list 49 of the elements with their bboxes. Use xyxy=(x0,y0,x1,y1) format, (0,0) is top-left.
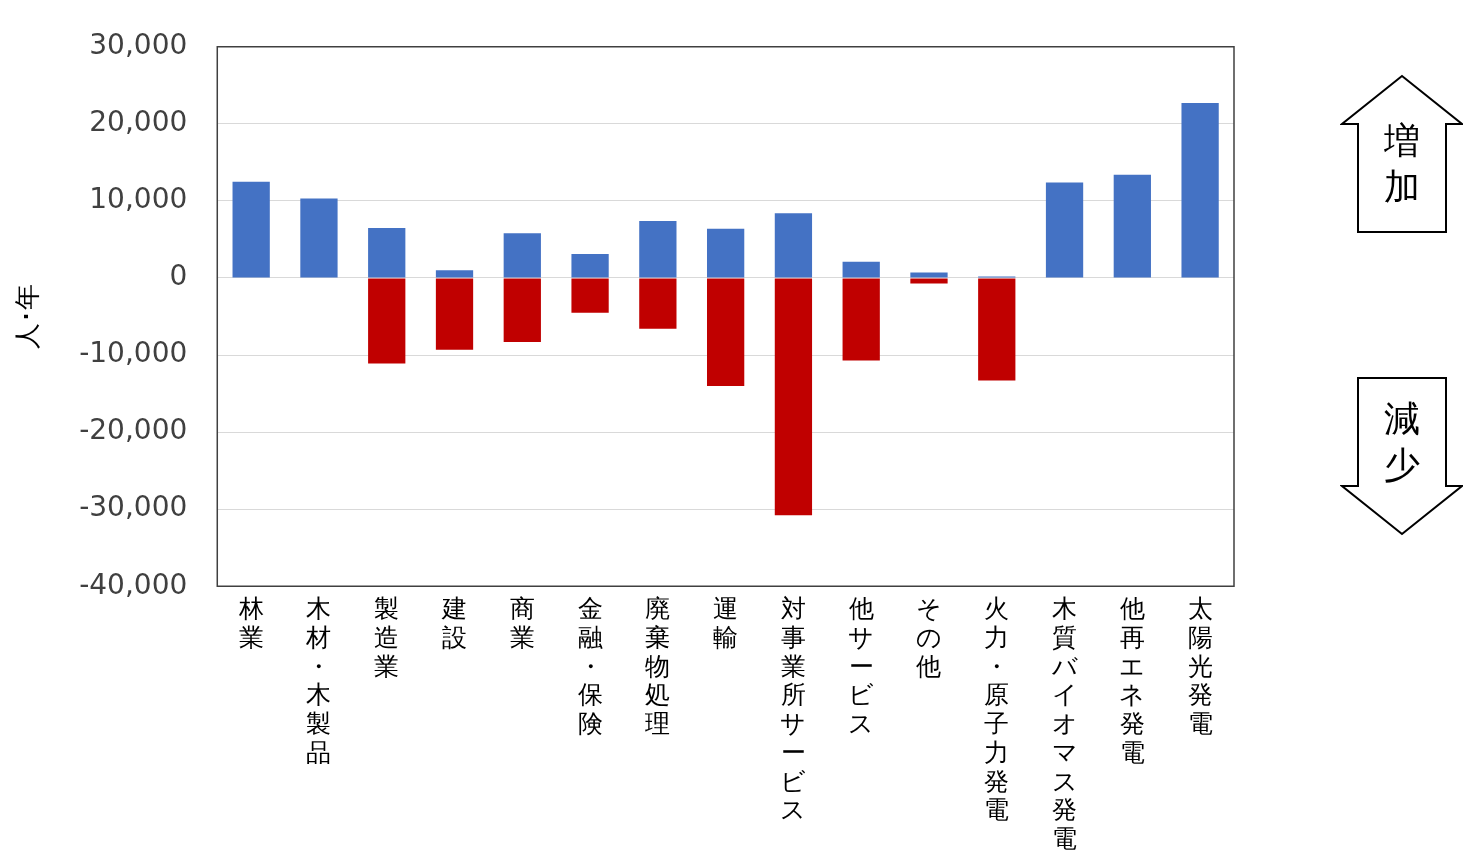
bar xyxy=(571,278,609,313)
text: 減少 xyxy=(1383,397,1421,487)
bar xyxy=(707,228,745,278)
x-tick-label: その他 xyxy=(915,594,942,681)
y-axis-title: 人･年 xyxy=(12,284,43,350)
y-tick-label: -30,000 xyxy=(79,490,188,524)
category-label: 木質バイオマス発電 xyxy=(1051,594,1078,854)
y-tick-label: -20,000 xyxy=(79,413,188,447)
text: 増加 xyxy=(1383,119,1421,209)
x-tick-label: 対事業所サービス xyxy=(780,594,807,825)
bar xyxy=(639,278,677,329)
bar xyxy=(1045,182,1084,278)
y-tick-label: 0 xyxy=(169,259,188,293)
bar xyxy=(1181,103,1219,278)
bar xyxy=(368,227,406,278)
y-tick-label: 20,000 xyxy=(89,105,188,139)
x-tick-label: 建設 xyxy=(441,594,468,652)
x-tick-label: 火力・原子力発電 xyxy=(984,594,1010,825)
x-tick-label: 廃棄物処理 xyxy=(645,594,671,739)
bar xyxy=(232,181,270,278)
y-tick-label: -10,000 xyxy=(79,336,188,370)
bar xyxy=(503,233,541,278)
bar xyxy=(368,278,406,364)
x-tick-label: 製造業 xyxy=(374,594,400,681)
x-tick-label: 太陽光発電 xyxy=(1187,594,1213,739)
x-tick-label: 木材・木製品 xyxy=(305,594,332,767)
bar xyxy=(774,213,813,278)
bar xyxy=(774,278,813,516)
bar xyxy=(435,278,474,350)
x-tick-label: 林業 xyxy=(237,594,264,652)
bar xyxy=(910,278,948,284)
bar xyxy=(435,270,474,278)
y-tick-label: -40,000 xyxy=(79,567,188,601)
y-tick-label: 10,000 xyxy=(89,182,188,216)
bar xyxy=(300,198,338,278)
x-tick-label: 他再エネ発電 xyxy=(1119,594,1146,767)
bar xyxy=(707,278,745,386)
x-tick-label: 金融・保険 xyxy=(577,594,603,739)
bar xyxy=(639,220,677,278)
y-tick-label: 30,000 xyxy=(89,28,188,62)
bar xyxy=(842,278,880,361)
x-tick-label: 運輸 xyxy=(713,594,739,652)
x-tick-label: 商業 xyxy=(509,594,535,652)
x-tick-label: 他サービス xyxy=(848,594,875,739)
bar xyxy=(842,261,880,278)
bar xyxy=(1113,174,1151,278)
bar xyxy=(978,278,1016,381)
bar xyxy=(571,254,609,278)
bar xyxy=(503,278,541,342)
